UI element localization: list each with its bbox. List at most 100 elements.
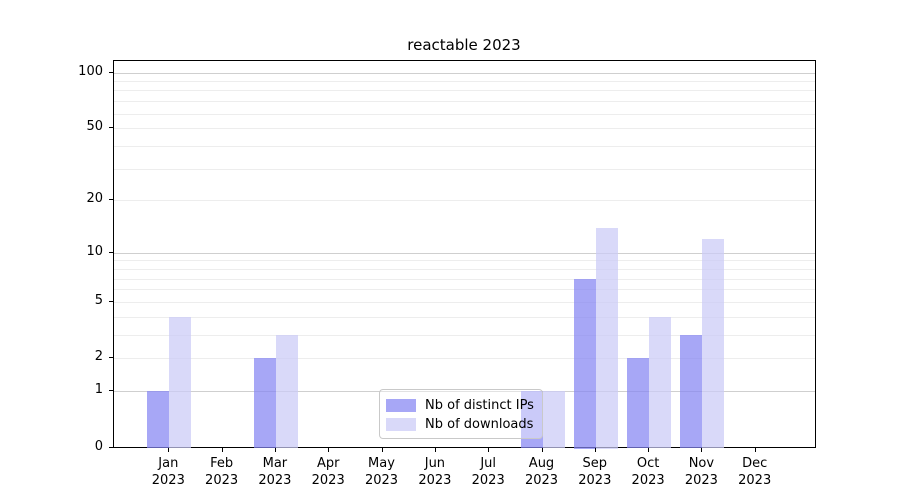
x-tick-year: 2023	[684, 473, 718, 488]
y-axis-tick-label-2: 2	[94, 349, 103, 365]
x-axis-tick-mark-jul	[488, 448, 490, 452]
bar-distinct-ips-nov	[680, 334, 703, 449]
y-axis-tick-mark-1	[109, 390, 113, 392]
x-tick-year: 2023	[151, 473, 185, 488]
gridline-minor-3	[114, 334, 815, 336]
x-axis-tick-mark-dec	[754, 448, 756, 452]
x-tick-month: Nov	[688, 456, 715, 471]
y-axis-tick-mark-2	[109, 357, 113, 359]
x-axis-tick-mark-aug	[541, 448, 543, 452]
x-axis-tick-label-aug: Aug 2023	[514, 455, 570, 489]
x-tick-year: 2023	[205, 473, 239, 488]
plot-area: Nb of distinct IPs Nb of downloads	[113, 60, 816, 449]
x-axis-tick-mark-feb	[221, 448, 223, 452]
legend-item-distinct-ips: Nb of distinct IPs	[386, 396, 535, 415]
x-tick-year: 2023	[364, 473, 399, 488]
bar-downloads-nov	[702, 239, 725, 449]
x-tick-year: 2023	[258, 473, 292, 488]
x-axis-tick-label-apr: Apr 2023	[300, 455, 356, 489]
x-tick-year: 2023	[471, 473, 505, 488]
x-tick-month: Apr	[316, 456, 340, 471]
x-tick-year: 2023	[418, 473, 452, 488]
gridline-minor-8	[114, 269, 815, 270]
bar-distinct-ips-sep	[573, 278, 596, 449]
x-axis-tick-label-may: May 2023	[354, 455, 410, 489]
y-axis-tick-label-0: 0	[94, 438, 103, 454]
bar-downloads-oct	[649, 316, 672, 449]
y-axis-tick-mark-0	[109, 446, 113, 448]
x-tick-month: Sep	[582, 456, 608, 471]
x-axis-tick-label-jul: Jul 2023	[460, 455, 516, 489]
x-tick-year: 2023	[524, 473, 559, 488]
x-tick-year: 2023	[738, 473, 772, 488]
x-tick-year: 2023	[578, 473, 612, 488]
y-axis-tick-mark-100	[109, 71, 113, 73]
gridline-major-100	[114, 72, 815, 74]
gridline-minor-20	[114, 200, 815, 202]
y-axis-tick-label-50: 50	[86, 119, 103, 134]
legend-item-downloads: Nb of downloads	[386, 415, 535, 434]
x-axis-tick-mark-sep	[594, 448, 596, 452]
bar-distinct-ips-aug	[520, 391, 543, 449]
x-tick-month: Jun	[424, 456, 446, 471]
legend: Nb of distinct IPs Nb of downloads	[379, 389, 543, 439]
bar-distinct-ips-jan	[147, 391, 170, 449]
bar-downloads-jan	[169, 316, 192, 449]
y-axis-tick-mark-50	[109, 127, 113, 128]
gridline-minor-9	[114, 260, 815, 262]
gridline-major-10	[114, 252, 815, 254]
x-axis-tick-mark-nov	[701, 448, 703, 452]
x-tick-month: May	[368, 456, 395, 471]
bar-distinct-ips-oct	[627, 358, 650, 449]
x-axis-tick-mark-mar	[274, 448, 276, 452]
chart-title: reactable 2023	[407, 36, 521, 54]
bar-downloads-aug	[542, 391, 565, 449]
x-axis-tick-label-dec: Dec 2023	[727, 455, 783, 489]
x-axis-tick-mark-oct	[648, 448, 650, 452]
x-tick-month: Feb	[210, 456, 234, 471]
x-tick-year: 2023	[631, 473, 665, 488]
y-axis-tick-label-10: 10	[86, 243, 103, 259]
gridline-minor-90	[114, 81, 815, 82]
x-axis-tick-mark-apr	[328, 448, 330, 452]
gridline-minor-30	[114, 168, 815, 170]
gridline-minor-60	[114, 113, 815, 115]
x-axis-tick-label-mar: Mar 2023	[247, 455, 303, 489]
x-tick-month: Jan	[158, 456, 179, 471]
gridline-minor-2	[114, 358, 815, 360]
gridline-minor-70	[114, 101, 815, 103]
x-axis-tick-label-jun: Jun 2023	[407, 455, 463, 489]
x-tick-month: Jul	[480, 456, 497, 471]
gridline-minor-40	[114, 145, 815, 147]
x-axis-tick-mark-jan	[168, 448, 170, 452]
x-tick-month: Aug	[528, 456, 555, 471]
x-axis-tick-label-jan: Jan 2023	[140, 455, 196, 489]
y-axis-tick-mark-5	[109, 300, 113, 302]
gridline-minor-6	[114, 289, 815, 291]
legend-swatch-downloads	[386, 418, 416, 431]
y-axis-tick-label-1: 1	[94, 382, 103, 398]
y-axis-tick-mark-10	[109, 251, 113, 253]
legend-swatch-distinct-ips	[386, 399, 416, 412]
y-axis-tick-mark-20	[109, 199, 113, 201]
y-axis-tick-label-100: 100	[78, 63, 103, 79]
x-tick-year: 2023	[311, 473, 345, 488]
gridline-minor-50	[114, 128, 815, 129]
gridline-minor-80	[114, 90, 815, 92]
x-axis-tick-label-oct: Oct 2023	[620, 455, 676, 489]
x-axis-tick-mark-may	[381, 448, 383, 452]
bar-distinct-ips-mar	[253, 358, 276, 449]
bar-downloads-sep	[595, 227, 618, 449]
x-axis-tick-label-nov: Nov 2023	[673, 455, 729, 489]
x-tick-month: Mar	[262, 456, 288, 471]
gridline-minor-4	[114, 316, 815, 318]
legend-label-downloads: Nb of downloads	[425, 417, 534, 432]
y-axis-tick-label-20: 20	[86, 191, 103, 207]
y-axis-tick-label-5: 5	[94, 292, 103, 308]
bar-downloads-mar	[275, 334, 298, 449]
x-tick-month: Dec	[742, 456, 768, 471]
legend-label-distinct-ips: Nb of distinct IPs	[425, 398, 534, 413]
gridline-minor-7	[114, 278, 815, 280]
gridline-major-1	[114, 391, 815, 393]
